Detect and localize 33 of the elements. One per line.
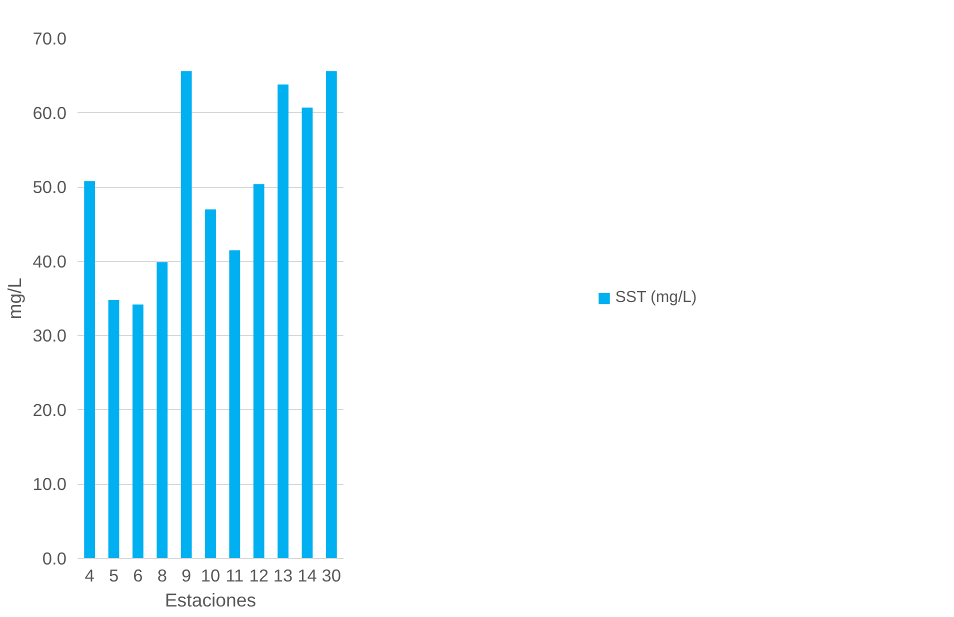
bar [108, 300, 120, 558]
x-tick-label: 10 [200, 566, 220, 586]
x-tick-label: 12 [249, 566, 269, 586]
bar [132, 304, 144, 558]
y-tick-label: 10.0 [32, 474, 67, 494]
bar [84, 181, 96, 558]
y-tick-label: 30.0 [32, 326, 67, 346]
x-tick-label: 8 [157, 566, 167, 586]
bar [180, 71, 192, 558]
bar [156, 262, 168, 558]
y-tick-label: 40.0 [32, 251, 67, 272]
bar [326, 71, 337, 558]
x-tick-label: 13 [273, 566, 293, 586]
y-tick-label: 20.0 [32, 400, 67, 420]
bar [205, 209, 216, 558]
y-tick-label: 50.0 [32, 177, 67, 198]
x-tick-label: 11 [226, 566, 244, 586]
bar [278, 84, 288, 558]
x-tick-label: 30 [322, 566, 342, 586]
x-axis-title: Estaciones [164, 590, 256, 610]
y-tick-label: 60.0 [32, 102, 67, 123]
y-tick-label: 0.0 [42, 548, 67, 568]
bar [229, 250, 240, 558]
x-tick-label: 9 [182, 566, 192, 586]
x-tick-label: 6 [133, 566, 143, 586]
x-tick-label: 5 [108, 566, 119, 586]
bar [302, 108, 313, 558]
y-axis-title: mg/L [4, 278, 25, 320]
y-tick-label: 70.0 [32, 28, 67, 48]
legend-label: SST (mg/L) [615, 289, 697, 307]
x-tick-label: 4 [84, 566, 95, 586]
bar [253, 184, 264, 558]
x-tick-label: 14 [298, 566, 318, 586]
